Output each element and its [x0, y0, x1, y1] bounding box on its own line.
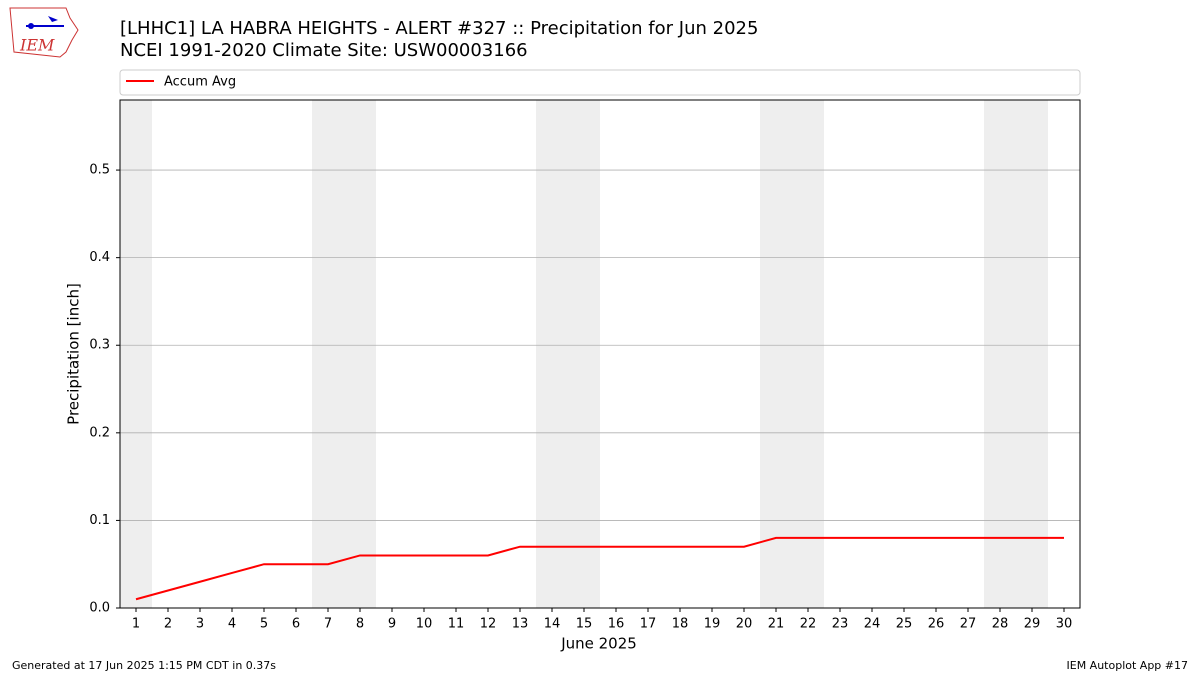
x-tick-label: 30	[1056, 617, 1073, 632]
chart-subtitle: NCEI 1991-2020 Climate Site: USW00003166	[120, 40, 528, 61]
x-tick-label: 29	[1024, 617, 1041, 632]
shaded-day	[1016, 100, 1048, 608]
x-tick-label: 22	[800, 617, 817, 632]
y-tick-label: 0.3	[89, 338, 110, 353]
y-tick-label: 0.0	[89, 601, 110, 616]
x-tick-label: 25	[896, 617, 913, 632]
y-tick-label: 0.2	[89, 425, 110, 440]
x-tick-label: 19	[704, 617, 721, 632]
x-tick-label: 24	[864, 617, 881, 632]
x-tick-label: 2	[164, 617, 172, 632]
x-tick-label: 1	[132, 617, 140, 632]
x-tick-label: 6	[292, 617, 300, 632]
shaded-day	[760, 100, 792, 608]
x-tick-label: 12	[480, 617, 497, 632]
x-tick-label: 20	[736, 617, 753, 632]
shaded-day	[344, 100, 376, 608]
x-tick-label: 21	[768, 617, 785, 632]
x-tick-label: 7	[324, 617, 332, 632]
shaded-day	[568, 100, 600, 608]
footer-left: Generated at 17 Jun 2025 1:15 PM CDT in …	[12, 659, 276, 672]
x-tick-label: 14	[544, 617, 561, 632]
shaded-day	[984, 100, 1016, 608]
footer-right: IEM Autoplot App #17	[1067, 659, 1189, 672]
legend-label: Accum Avg	[164, 75, 236, 90]
shaded-day	[312, 100, 344, 608]
chart-title: [LHHC1] LA HABRA HEIGHTS - ALERT #327 ::…	[120, 18, 758, 39]
x-axis-label: June 2025	[560, 635, 637, 653]
x-tick-label: 13	[512, 617, 529, 632]
shaded-day	[536, 100, 568, 608]
x-tick-label: 10	[416, 617, 433, 632]
x-tick-label: 8	[356, 617, 364, 632]
x-tick-label: 15	[576, 617, 593, 632]
x-tick-label: 18	[672, 617, 689, 632]
data-line	[135, 536, 1064, 601]
legend-box	[119, 69, 1081, 96]
x-tick-label: 26	[928, 617, 945, 632]
x-tick-label: 28	[992, 617, 1009, 632]
logo-text: IEM	[19, 36, 55, 55]
x-tick-label: 3	[196, 617, 204, 632]
shaded-day	[792, 100, 824, 608]
x-tick-label: 9	[388, 617, 396, 632]
x-tick-label: 4	[228, 617, 236, 632]
y-tick-label: 0.1	[89, 513, 110, 528]
x-tick-label: 11	[448, 617, 465, 632]
y-tick-label: 0.4	[89, 250, 110, 265]
logo: IEM	[9, 7, 79, 58]
x-tick-label: 16	[608, 617, 625, 632]
x-tick-label: 5	[260, 617, 268, 632]
y-tick-label: 0.5	[89, 163, 110, 178]
x-tick-label: 23	[832, 617, 849, 632]
shaded-day	[120, 100, 152, 608]
x-tick-label: 17	[640, 617, 657, 632]
plot-frame	[119, 99, 1081, 609]
y-axis-label: Precipitation [inch]	[65, 283, 83, 425]
x-tick-label: 27	[960, 617, 977, 632]
